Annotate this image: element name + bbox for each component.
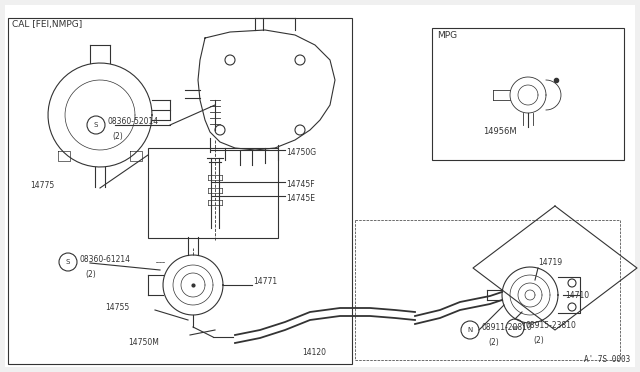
Text: (2): (2) bbox=[112, 132, 123, 141]
Text: 14719: 14719 bbox=[538, 258, 562, 267]
Text: W: W bbox=[512, 326, 518, 330]
Text: S: S bbox=[66, 259, 70, 265]
Text: 14771: 14771 bbox=[253, 278, 277, 286]
Text: 14120: 14120 bbox=[302, 348, 326, 357]
Text: A' 7S 0003: A' 7S 0003 bbox=[584, 355, 630, 364]
Text: 14755: 14755 bbox=[105, 304, 129, 312]
Text: (2): (2) bbox=[488, 338, 499, 347]
Bar bbox=[148, 148, 278, 238]
Text: 14956M: 14956M bbox=[483, 127, 517, 136]
Text: 14710: 14710 bbox=[565, 291, 589, 299]
Text: 08360-52014: 08360-52014 bbox=[107, 118, 158, 126]
Text: 14750G: 14750G bbox=[286, 148, 316, 157]
Text: 14775: 14775 bbox=[30, 180, 54, 189]
Text: 14745F: 14745F bbox=[286, 180, 315, 189]
Text: (2): (2) bbox=[533, 336, 544, 345]
Text: 14745E: 14745E bbox=[286, 194, 315, 203]
Text: (2): (2) bbox=[85, 270, 96, 279]
Bar bbox=[432, 28, 624, 160]
Text: 14750M: 14750M bbox=[128, 338, 159, 347]
Text: 08911-20810: 08911-20810 bbox=[481, 324, 532, 333]
Text: CAL [FEI,NMPG]: CAL [FEI,NMPG] bbox=[12, 20, 83, 29]
Bar bbox=[8, 18, 352, 364]
Text: N: N bbox=[467, 327, 472, 333]
Text: MPG: MPG bbox=[437, 31, 457, 40]
Text: S: S bbox=[94, 122, 98, 128]
Text: 08915-23810: 08915-23810 bbox=[526, 321, 577, 330]
Text: 08360-61214: 08360-61214 bbox=[79, 256, 130, 264]
